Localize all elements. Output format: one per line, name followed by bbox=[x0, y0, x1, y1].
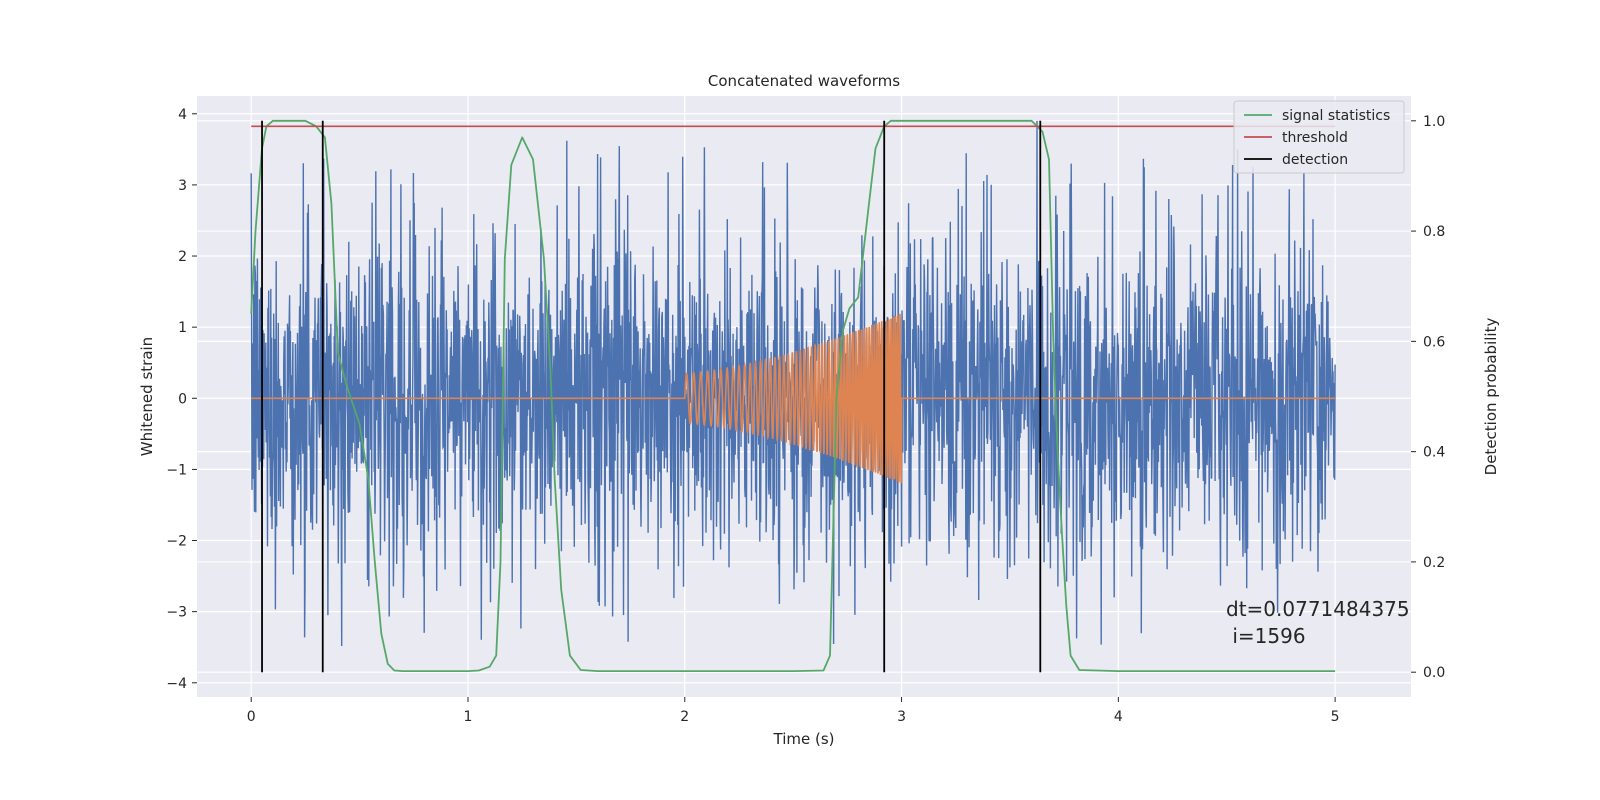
y-left-tick-label: 2 bbox=[178, 249, 187, 265]
legend-label: detection bbox=[1282, 152, 1348, 168]
y-left-tick-label: 1 bbox=[178, 320, 187, 336]
x-tick-label: 4 bbox=[1114, 709, 1123, 725]
annotation-dt: dt=0.0771484375 bbox=[1226, 597, 1410, 621]
chart-title: Concatenated waveforms bbox=[708, 72, 900, 90]
signal-statistics-line bbox=[250, 119, 1336, 672]
x-tick-label: 1 bbox=[464, 709, 473, 725]
x-tick-label: 3 bbox=[897, 709, 906, 725]
y-axis-right-label: Detection probability bbox=[1482, 318, 1500, 476]
x-tick-label: 0 bbox=[247, 709, 256, 725]
x-tick-label: 5 bbox=[1331, 709, 1340, 725]
x-axis-label: Time (s) bbox=[773, 730, 835, 748]
legend-label: threshold bbox=[1282, 130, 1348, 146]
y-left-tick-label: 0 bbox=[178, 391, 187, 407]
y-right-tick-label: 0.2 bbox=[1423, 555, 1445, 571]
detection-series bbox=[261, 120, 1042, 673]
chirp-series bbox=[251, 313, 1336, 484]
y-right-tick-label: 1.0 bbox=[1423, 114, 1445, 130]
x-tick-label: 2 bbox=[680, 709, 689, 725]
chirp-line bbox=[251, 313, 1336, 484]
y-left-tick-label: −1 bbox=[166, 462, 187, 478]
annotation-index: i=1596 bbox=[1226, 624, 1306, 648]
y-left-tick-label: −4 bbox=[166, 676, 187, 692]
legend-box bbox=[1233, 100, 1405, 174]
signal-statistics-series bbox=[250, 119, 1336, 672]
y-left-tick-label: 4 bbox=[178, 107, 187, 123]
legend-label: signal statistics bbox=[1282, 108, 1390, 124]
axis-ticks: 0 1 2 3 4 5 4 3 2 1 0 −1 −2 −3 −4 1.0 0.8 0.6 0.4 0.2 0.0 bbox=[166, 107, 1445, 725]
y-right-tick-label: 0.6 bbox=[1423, 334, 1445, 350]
y-left-tick-label: 3 bbox=[178, 178, 187, 194]
y-axis-left-label: Whitened strain bbox=[138, 337, 156, 456]
y-left-tick-label: −3 bbox=[166, 605, 187, 621]
y-right-tick-label: 0.4 bbox=[1423, 445, 1445, 461]
y-right-tick-label: 0.0 bbox=[1423, 665, 1445, 681]
y-right-tick-label: 0.8 bbox=[1423, 224, 1445, 240]
y-left-tick-label: −2 bbox=[166, 534, 187, 550]
legend: signal statistics threshold detection bbox=[1233, 100, 1405, 174]
